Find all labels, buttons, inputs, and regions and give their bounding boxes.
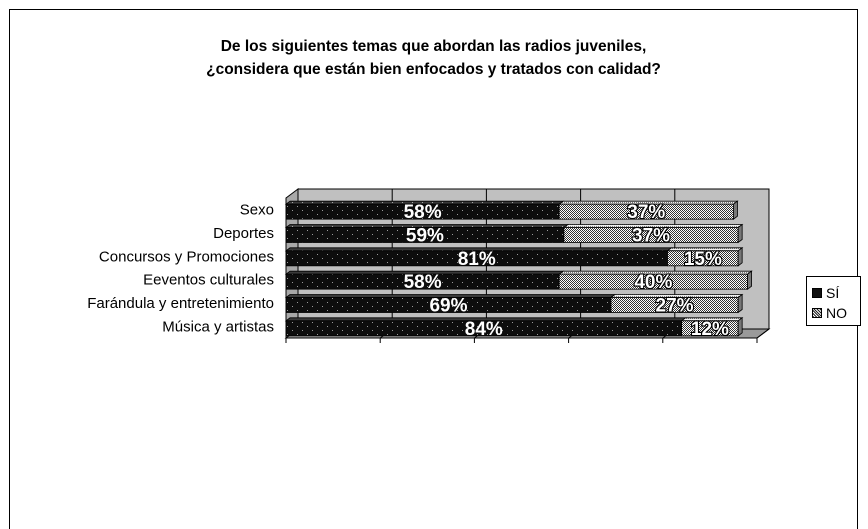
category-label: Música y artistas [162, 318, 274, 335]
data-label: 37% [627, 202, 665, 223]
category-label: Sexo [240, 202, 274, 219]
legend-swatch-no [812, 308, 822, 319]
data-label: 58% [404, 272, 442, 293]
chart-title-line-2: ¿considera que están bien enfocados y tr… [206, 61, 661, 78]
bar-end [733, 200, 738, 220]
data-label: 84% [465, 319, 503, 340]
legend-item-no: NO [812, 305, 847, 321]
data-label: 59% [406, 226, 444, 247]
legend: SÍ NO [806, 276, 861, 326]
bar-end [737, 317, 743, 337]
category-label: Eeventos culturales [143, 272, 274, 289]
data-label: 15% [684, 249, 722, 270]
legend-swatch-si [812, 288, 822, 299]
data-label: 37% [632, 226, 670, 247]
category-label: Concursos y Promociones [99, 248, 274, 265]
legend-label-no: NO [826, 305, 847, 321]
bar-end [737, 293, 743, 314]
bar-end [747, 270, 752, 290]
category-label: Deportes [213, 225, 274, 242]
data-label: 40% [634, 272, 672, 293]
legend-item-si: SÍ [812, 285, 839, 301]
chart-title-line-1: De los siguientes temas que abordan las … [220, 38, 647, 55]
bar-end [737, 247, 743, 267]
data-label: 27% [656, 296, 694, 317]
category-label: Farándula y entretenimiento [87, 295, 274, 312]
bar-end [737, 223, 743, 244]
data-label: 69% [429, 296, 467, 317]
data-label: 12% [691, 319, 729, 340]
data-label: 81% [458, 249, 496, 270]
legend-label-si: SÍ [826, 285, 840, 301]
bar-series: 58% 37% 59% 37% 81% 15% 58% 40% 69% 27% 84% 12% [284, 200, 753, 341]
category-labels: Sexo Deportes Concursos y Promociones Eeven… [87, 202, 274, 336]
chart-title: De los siguientes temas que abordan las … [9, 35, 858, 81]
gridline-floor [756, 328, 770, 339]
data-label: 58% [404, 202, 442, 223]
